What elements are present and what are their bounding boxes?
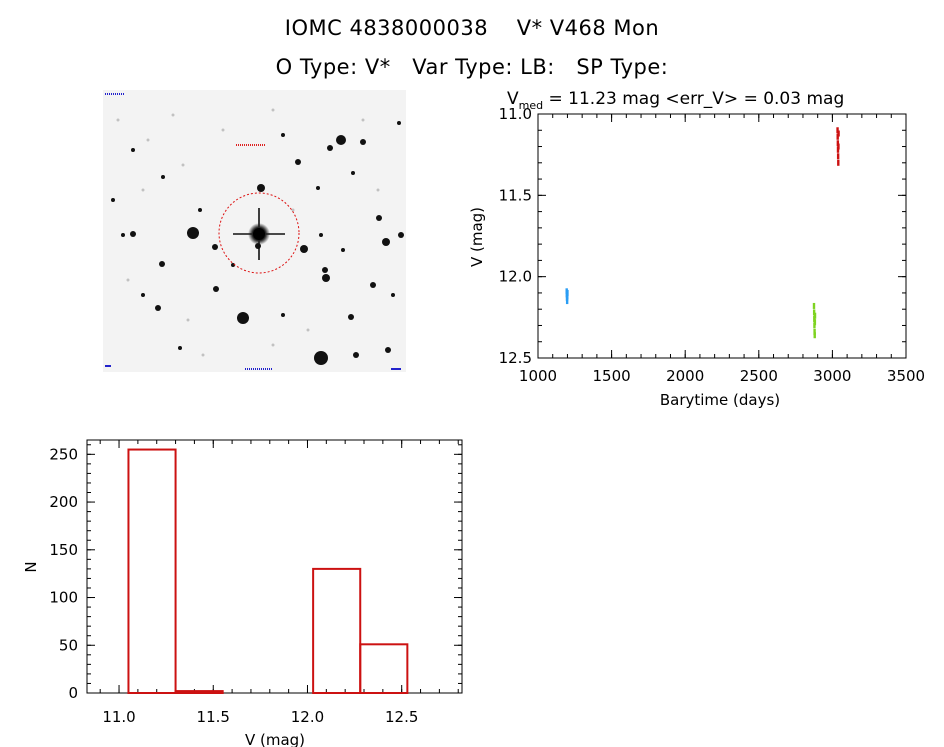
light-curve-title: Vmed = 11.23 mag <err_V> = 0.03 mag	[507, 89, 844, 112]
histogram-plot: 11.0 11.5 12.0 12.5 0 50 100 150 200 250	[49, 439, 463, 726]
histogram-x-axis-label: V (mag)	[245, 731, 305, 747]
light-curve-point	[837, 159, 840, 166]
light-curve-x-tick-label: 1000	[519, 367, 557, 385]
light-curve-point	[836, 153, 840, 160]
light-curve-point	[565, 298, 569, 305]
light-curve-x-axis-label: Barytime (days)	[660, 391, 780, 409]
light-curve-point	[812, 309, 816, 316]
light-curve-y-tick-label: 12.5	[499, 349, 532, 367]
page-title: IOMC 4838000038 V* V468 Mon	[284, 16, 660, 40]
light-curve-point	[565, 288, 568, 295]
light-curve-point	[836, 140, 840, 147]
light-curve-point	[812, 302, 816, 309]
histogram-bar	[174, 690, 224, 695]
light-curve-x-tick-label: 2000	[666, 367, 704, 385]
light-curve-y-tick-label: 12.0	[499, 268, 532, 286]
light-curve-frame	[537, 113, 907, 359]
light-curve-point	[813, 322, 816, 329]
light-curve-x-tick-label: 1500	[593, 367, 631, 385]
histogram-y-tick-label: 250	[49, 445, 78, 463]
light-curve-plot: 1000 1500 2000 2500 3000 3500 11.0 11.5 12.0 12.5	[499, 105, 926, 385]
light-curve-y-tick-label: 11.5	[499, 186, 532, 204]
light-curve-point	[836, 146, 840, 153]
light-curve-point	[813, 312, 817, 319]
light-curve-point	[813, 328, 816, 335]
histogram-y-tick-label: 100	[49, 589, 78, 607]
histogram-y-tick-label: 200	[49, 493, 78, 511]
light-curve-y-axis-label: V (mag)	[468, 207, 486, 267]
light-curve-point	[836, 127, 839, 134]
histogram-frame	[86, 439, 463, 694]
light-curve-point	[565, 294, 569, 301]
histogram-bar	[127, 448, 177, 695]
star-field-icon	[103, 90, 406, 372]
star-field-image	[103, 90, 406, 372]
light-curve-point	[813, 315, 816, 322]
histogram-x-tick-label: 12.5	[385, 708, 418, 726]
light-curve-point	[837, 143, 840, 150]
histogram-x-tick-label: 11.5	[197, 708, 230, 726]
light-curve-point	[813, 332, 816, 339]
light-curve-x-tick-label: 3000	[813, 367, 851, 385]
light-curve-point	[566, 293, 569, 300]
light-curve-point	[565, 291, 569, 298]
light-curve-y-tick-label: 11.0	[499, 105, 532, 123]
histogram-y-tick-label: 0	[68, 684, 78, 702]
histogram-y-tick-label: 150	[49, 541, 78, 559]
page-subtitle: O Type: V* Var Type: LB: SP Type:	[275, 55, 669, 79]
light-curve-x-tick-label: 3500	[887, 367, 925, 385]
histogram-bar	[359, 643, 409, 695]
light-curve-point	[836, 133, 839, 140]
light-curve-point	[813, 319, 817, 326]
histogram-y-tick-label: 50	[59, 636, 78, 654]
light-curve-point	[566, 289, 569, 296]
light-curve-point	[837, 130, 840, 137]
histogram-x-tick-label: 12.0	[291, 708, 324, 726]
histogram-x-tick-label: 11.0	[102, 708, 135, 726]
histogram-bar	[312, 567, 362, 694]
light-curve-x-tick-label: 2500	[740, 367, 778, 385]
histogram-y-axis-label: N	[22, 561, 40, 572]
